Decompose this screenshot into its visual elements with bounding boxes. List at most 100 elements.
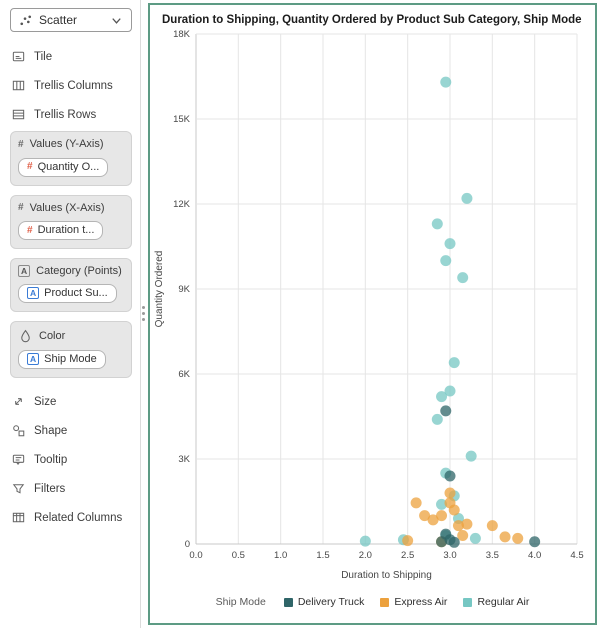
tooltip-icon bbox=[12, 454, 25, 466]
scatter-point[interactable] bbox=[486, 520, 498, 532]
legend-swatch bbox=[380, 597, 390, 607]
scatter-point[interactable] bbox=[448, 536, 460, 548]
legend-swatch bbox=[283, 597, 293, 607]
svg-text:1.5: 1.5 bbox=[316, 550, 329, 561]
measure-icon: # bbox=[27, 161, 33, 172]
pill-duration-to-shipping[interactable]: # Duration t... bbox=[18, 221, 104, 240]
svg-text:9K: 9K bbox=[178, 284, 190, 295]
pill-quantity-ordered[interactable]: # Quantity O... bbox=[18, 157, 109, 177]
attribute-icon: A bbox=[27, 287, 40, 299]
scatter-point[interactable] bbox=[444, 487, 456, 499]
scatter-point[interactable] bbox=[444, 470, 456, 482]
scatter-point[interactable] bbox=[444, 238, 456, 250]
svg-text:Quantity Ordered: Quantity Ordered bbox=[154, 251, 165, 328]
sidebar-item-trellis-columns[interactable]: Trellis Columns bbox=[10, 71, 132, 100]
size-icon bbox=[15, 398, 22, 405]
section-header: Color bbox=[18, 328, 124, 343]
scatter-point[interactable] bbox=[436, 510, 448, 522]
drop-target-x-axis[interactable]: # Values (X-Axis) # Duration t... bbox=[10, 194, 132, 249]
drop-target-category[interactable]: A Category (Points) A Product Su... bbox=[10, 258, 132, 312]
sidebar-item-tooltip[interactable]: Tooltip bbox=[10, 445, 132, 474]
sidebar-item-label: Filters bbox=[34, 482, 66, 495]
attribute-icon: A bbox=[27, 353, 40, 365]
legend-swatch bbox=[463, 597, 473, 607]
panel-resize-handle[interactable] bbox=[142, 306, 145, 309]
scatter-point[interactable] bbox=[448, 357, 460, 369]
scatter-point[interactable] bbox=[402, 535, 414, 547]
scatter-point[interactable] bbox=[529, 536, 541, 548]
drop-target-color[interactable]: Color A Ship Mode bbox=[10, 321, 132, 378]
chart-type-selector[interactable]: Scatter bbox=[10, 8, 132, 32]
scatter-point[interactable] bbox=[440, 255, 452, 267]
sidebar-item-label: Tooltip bbox=[34, 453, 68, 466]
section-header: A Category (Points) bbox=[18, 265, 124, 277]
scatter-point[interactable] bbox=[457, 530, 469, 541]
drop-target-y-axis[interactable]: # Values (Y-Axis) # Quantity O... bbox=[10, 131, 132, 186]
sidebar-item-filters[interactable]: Filters bbox=[10, 474, 132, 503]
scatter-point[interactable] bbox=[431, 413, 443, 425]
svg-text:3K: 3K bbox=[178, 454, 190, 465]
scatter-point[interactable] bbox=[512, 532, 524, 544]
legend-item-express-air[interactable]: Express Air bbox=[380, 596, 447, 608]
legend-label: Regular Air bbox=[477, 596, 530, 608]
svg-text:0: 0 bbox=[185, 539, 190, 550]
svg-text:1.0: 1.0 bbox=[274, 550, 287, 561]
color-icon bbox=[21, 329, 30, 343]
trellis-rows-icon bbox=[12, 109, 25, 120]
sidebar-item-size[interactable]: Size bbox=[10, 387, 132, 416]
svg-text:12K: 12K bbox=[173, 199, 191, 210]
measure-icon: # bbox=[18, 138, 24, 150]
sidebar-item-label: Trellis Rows bbox=[34, 108, 97, 121]
scatter-point[interactable] bbox=[440, 405, 452, 417]
pill-ship-mode[interactable]: A Ship Mode bbox=[18, 350, 106, 369]
legend-item-delivery-truck[interactable]: Delivery Truck bbox=[283, 596, 364, 608]
attribute-icon: A bbox=[18, 265, 31, 277]
scatter-point[interactable] bbox=[436, 536, 448, 548]
svg-text:0.5: 0.5 bbox=[232, 550, 245, 561]
related-columns-icon bbox=[12, 512, 25, 523]
chart-legend: Ship Mode Delivery Truck Express Air Reg… bbox=[150, 588, 595, 616]
sidebar-item-related-columns[interactable]: Related Columns bbox=[10, 503, 132, 532]
scatter-point[interactable] bbox=[469, 532, 481, 544]
sidebar-item-label: Related Columns bbox=[34, 511, 123, 524]
panel-splitter bbox=[140, 0, 146, 628]
scatter-point[interactable] bbox=[499, 531, 511, 543]
legend-label: Express Air bbox=[394, 596, 448, 608]
scatter-point[interactable] bbox=[359, 535, 371, 547]
scatter-point[interactable] bbox=[440, 76, 452, 88]
svg-text:4.0: 4.0 bbox=[528, 550, 541, 561]
sidebar-item-trellis-rows[interactable]: Trellis Rows bbox=[10, 100, 132, 129]
scatter-point[interactable] bbox=[444, 385, 456, 397]
svg-text:15K: 15K bbox=[173, 114, 191, 125]
scatter-point[interactable] bbox=[465, 450, 477, 462]
scatter-chart-icon bbox=[20, 14, 32, 25]
svg-text:4.5: 4.5 bbox=[570, 550, 583, 561]
section-label: Values (X-Axis) bbox=[29, 201, 105, 214]
pill-product-sub-category[interactable]: A Product Su... bbox=[18, 284, 117, 303]
visualization-panel[interactable]: Duration to Shipping, Quantity Ordered b… bbox=[148, 3, 597, 625]
scatter-point[interactable] bbox=[452, 520, 464, 532]
legend-item-regular-air[interactable]: Regular Air bbox=[463, 596, 529, 608]
section-label: Values (Y-Axis) bbox=[29, 138, 104, 150]
scatter-point[interactable] bbox=[427, 514, 439, 526]
scatter-point[interactable] bbox=[448, 504, 460, 516]
viz-grammar-sidebar: Scatter Tile Trellis Columns Trellis Row… bbox=[0, 0, 140, 628]
scatter-point[interactable] bbox=[436, 391, 448, 403]
sidebar-item-label: Shape bbox=[34, 424, 68, 437]
shape-icon bbox=[13, 425, 25, 437]
scatter-point[interactable] bbox=[410, 497, 422, 509]
sidebar-item-shape[interactable]: Shape bbox=[10, 416, 132, 445]
scatter-point[interactable] bbox=[431, 218, 443, 230]
scatter-point[interactable] bbox=[461, 192, 473, 204]
pill-label: Product Su... bbox=[44, 287, 108, 299]
chevron-down-icon bbox=[112, 17, 121, 24]
sidebar-item-label: Trellis Columns bbox=[34, 79, 113, 92]
scatter-point[interactable] bbox=[419, 510, 431, 522]
sidebar-item-tile[interactable]: Tile bbox=[10, 42, 132, 71]
scatter-point[interactable] bbox=[436, 498, 448, 510]
scatter-point[interactable] bbox=[457, 272, 469, 284]
pill-label: Quantity O... bbox=[37, 160, 100, 173]
scatter-point[interactable] bbox=[461, 518, 473, 530]
scatter-chart: 0.0 0.5 1.0 1.5 2.0 2.5 3.0 3.5 4.0 4.5 0 3K 6K 9K 12K… bbox=[154, 29, 584, 581]
legend-title: Ship Mode bbox=[215, 596, 266, 608]
